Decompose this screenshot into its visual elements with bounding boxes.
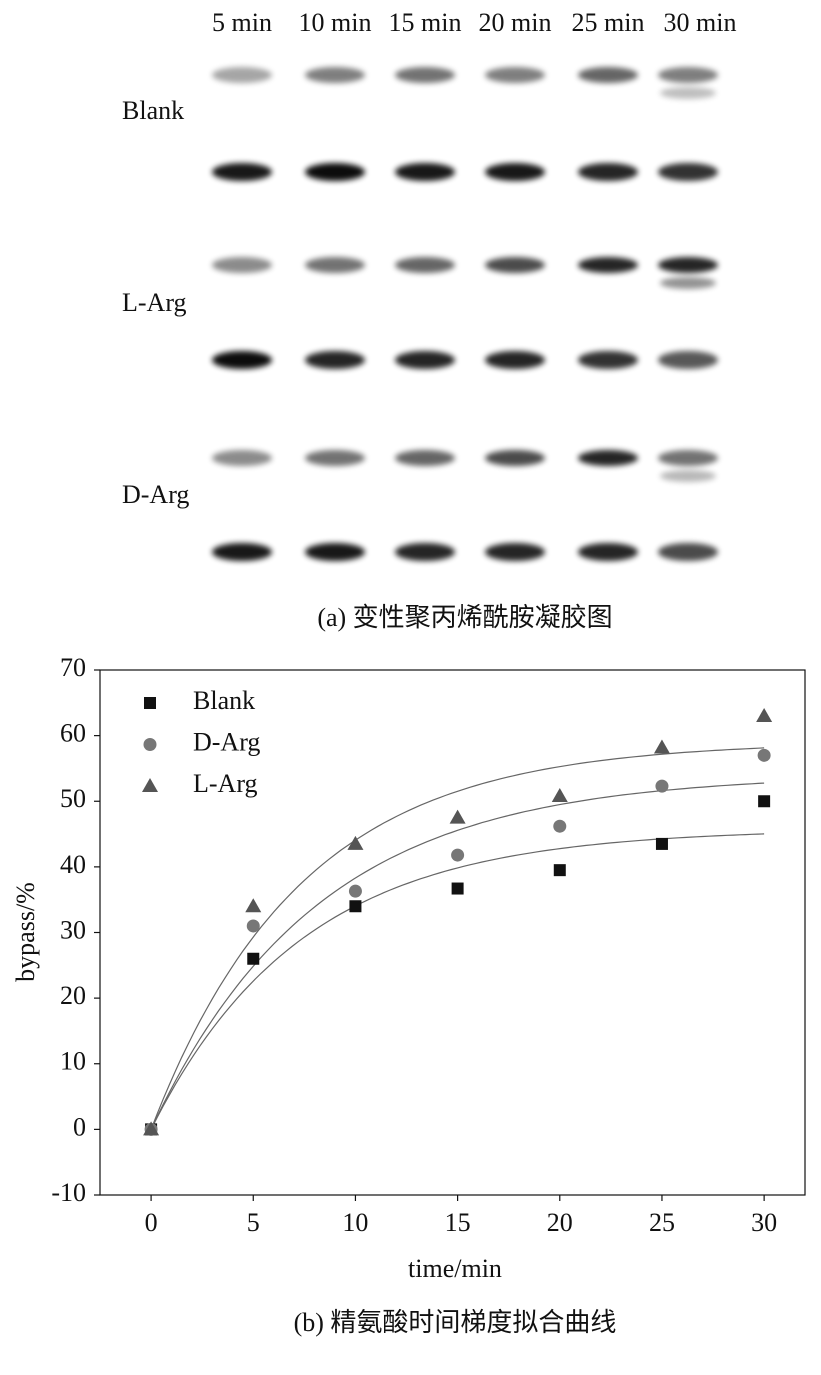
gel-band (658, 351, 718, 369)
legend-marker (143, 738, 157, 751)
y-tick-label: 20 (60, 981, 86, 1010)
row-label: L-Arg (122, 288, 187, 317)
fit-curve (150, 747, 765, 1130)
gel-band (658, 450, 718, 466)
gel-band (305, 543, 365, 561)
data-point (348, 884, 362, 898)
gel-band (485, 257, 545, 273)
data-point (758, 795, 771, 808)
legend-label: L-Arg (193, 769, 258, 798)
data-point (245, 898, 262, 913)
gel-band (212, 163, 272, 181)
data-point (246, 919, 260, 933)
gel-band (395, 450, 455, 466)
data-point (451, 848, 465, 862)
data-point (553, 819, 567, 833)
x-tick-label: 15 (445, 1208, 471, 1237)
x-tick-label: 20 (547, 1208, 573, 1237)
gel-image (212, 67, 718, 561)
lane-label: 20 min (479, 8, 552, 37)
legend-marker (144, 697, 156, 709)
gel-band (212, 351, 272, 369)
lane-label: 10 min (299, 8, 372, 37)
y-tick-label: 70 (60, 653, 86, 682)
lane-label: 15 min (389, 8, 462, 37)
data-point (143, 1121, 160, 1136)
gel-band (485, 163, 545, 181)
data-point (349, 900, 362, 913)
gel-band (212, 450, 272, 466)
gel-band (578, 257, 638, 273)
gel-band (395, 257, 455, 273)
row-label: Blank (122, 96, 184, 125)
gel-band (578, 450, 638, 466)
gel-band (395, 67, 455, 83)
x-axis-label: time/min (408, 1254, 502, 1283)
lane-label: 25 min (572, 8, 645, 37)
data-point (451, 882, 464, 895)
gel-band (658, 257, 718, 273)
legend-marker (142, 778, 158, 792)
fit-curve (150, 782, 765, 1130)
gel-caption: (a) 变性聚丙烯酰胺凝胶图 (317, 603, 612, 632)
gel-band (305, 163, 365, 181)
gel-band (578, 163, 638, 181)
gel-band (485, 351, 545, 369)
y-tick-label: 60 (60, 719, 86, 748)
gel-band (485, 450, 545, 466)
gel-band (658, 67, 718, 83)
gel-band (212, 67, 272, 83)
row-label: D-Arg (122, 480, 189, 509)
y-tick-label: -10 (51, 1178, 86, 1207)
x-tick-label: 5 (247, 1208, 260, 1237)
data-point (655, 837, 668, 850)
y-tick-label: 0 (73, 1112, 86, 1141)
gel-band (212, 257, 272, 273)
data-point (551, 788, 568, 802)
y-tick-label: 10 (60, 1047, 86, 1076)
gel-band (485, 543, 545, 561)
gel-band (305, 351, 365, 369)
data-point (655, 779, 669, 793)
lane-label: 5 min (212, 8, 272, 37)
gel-band (660, 277, 716, 289)
data-point (757, 748, 771, 762)
data-point (449, 809, 466, 824)
gel-band (395, 163, 455, 181)
x-tick-label: 10 (342, 1208, 368, 1237)
data-point (756, 707, 773, 722)
gel-band (395, 543, 455, 561)
gel-band (578, 67, 638, 83)
chart-caption: (b) 精氨酸时间梯度拟合曲线 (294, 1308, 617, 1337)
gel-band (578, 543, 638, 561)
lane-label: 30 min (664, 8, 737, 37)
y-axis-label: bypass/% (11, 882, 40, 982)
gel-band (212, 543, 272, 561)
data-point (247, 952, 260, 965)
legend-label: Blank (193, 686, 255, 715)
x-tick-label: 0 (145, 1208, 158, 1237)
gel-band (660, 470, 716, 482)
legend-label: D-Arg (193, 727, 260, 756)
data-point (347, 835, 364, 850)
y-tick-label: 40 (60, 850, 86, 879)
gel-band (485, 67, 545, 83)
y-tick-label: 50 (60, 784, 86, 813)
gel-band (658, 543, 718, 561)
data-point (653, 739, 670, 754)
x-tick-label: 25 (649, 1208, 675, 1237)
gel-band (660, 87, 716, 99)
data-point (553, 864, 566, 877)
gel-band (305, 450, 365, 466)
gel-band (395, 351, 455, 369)
fit-curve (150, 833, 765, 1130)
gel-band (305, 257, 365, 273)
gel-band (305, 67, 365, 83)
x-tick-label: 30 (751, 1208, 777, 1237)
gel-band (658, 163, 718, 181)
y-tick-label: 30 (60, 915, 86, 944)
gel-band (578, 351, 638, 369)
